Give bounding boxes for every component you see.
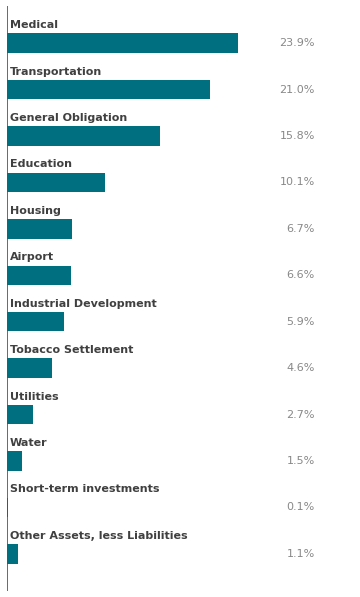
Text: 0.1%: 0.1% [287, 503, 315, 512]
Bar [7, 80, 210, 99]
Text: 10.1%: 10.1% [280, 177, 315, 187]
Text: 21.0%: 21.0% [279, 85, 315, 94]
Text: General Obligation: General Obligation [10, 113, 127, 123]
Text: 2.7%: 2.7% [286, 410, 315, 420]
Text: Other Assets, less Liabilities: Other Assets, less Liabilities [10, 531, 188, 541]
Text: 6.6%: 6.6% [287, 270, 315, 280]
Text: Utilities: Utilities [10, 392, 59, 402]
Bar [7, 451, 22, 471]
Bar [7, 173, 105, 192]
Text: 1.5%: 1.5% [287, 456, 315, 466]
Text: 15.8%: 15.8% [279, 131, 315, 141]
Bar [7, 219, 72, 239]
Bar [7, 405, 33, 424]
Bar [7, 33, 238, 53]
Bar [7, 126, 160, 146]
Text: 1.1%: 1.1% [287, 549, 315, 559]
Text: Airport: Airport [10, 253, 54, 262]
Text: Medical: Medical [10, 20, 58, 30]
Text: Transportation: Transportation [10, 66, 102, 76]
Text: 6.7%: 6.7% [287, 224, 315, 234]
Text: Industrial Development: Industrial Development [10, 298, 157, 309]
Text: Housing: Housing [10, 206, 61, 216]
Text: 4.6%: 4.6% [287, 363, 315, 373]
Bar [7, 358, 52, 378]
Bar [7, 544, 18, 564]
Bar [7, 498, 8, 517]
Text: 5.9%: 5.9% [287, 317, 315, 327]
Text: Tobacco Settlement: Tobacco Settlement [10, 345, 134, 355]
Bar [7, 312, 64, 331]
Text: Water: Water [10, 438, 48, 448]
Bar [7, 266, 71, 285]
Text: Short-term investments: Short-term investments [10, 484, 159, 494]
Text: Education: Education [10, 159, 72, 170]
Text: 23.9%: 23.9% [279, 38, 315, 48]
